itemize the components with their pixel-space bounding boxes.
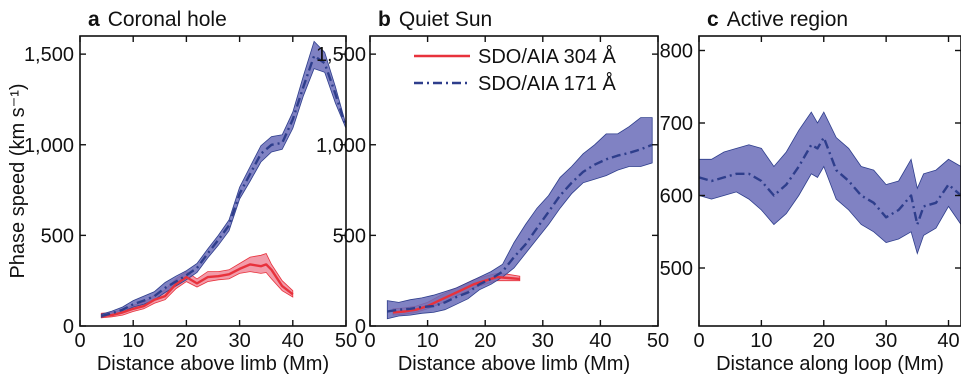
legend-label-0: SDO/AIA 304 Å — [478, 45, 617, 68]
y-tick-label: 1,000 — [24, 135, 74, 157]
x-tick-label: 50 — [647, 330, 669, 352]
panel-title-text: Active region — [727, 8, 848, 31]
series-1-band — [100, 40, 346, 318]
x-tick-label: 40 — [937, 330, 959, 352]
y-axis-label: Phase speed (km s⁻¹) — [7, 83, 29, 278]
series-0-band — [699, 111, 961, 255]
y-tick-label: 0 — [63, 316, 74, 338]
axes-frame — [698, 35, 961, 327]
panel-title: a Coronal hole — [88, 8, 227, 31]
x-tick-label: 10 — [122, 330, 144, 352]
series-0-line — [101, 263, 294, 318]
panel-title: c Active region — [707, 8, 848, 31]
x-axis-label: Distance along loop (Mm) — [716, 353, 944, 375]
x-axis-label: Distance above limb (Mm) — [398, 353, 630, 375]
legend: SDO/AIA 304 Å SDO/AIA 171 Å — [414, 45, 617, 95]
x-tick-label: 30 — [532, 330, 554, 352]
x-tick-label: 20 — [175, 330, 197, 352]
x-axis-label: Distance above limb (Mm) — [97, 353, 329, 375]
series-1-band — [386, 117, 653, 320]
panel-title-text: Coronal hole — [108, 8, 227, 31]
axes-frame — [79, 35, 347, 327]
x-tick-label: 0 — [364, 330, 375, 352]
plot-data — [699, 111, 961, 255]
series-0-line — [699, 136, 961, 226]
x-tick-label: 40 — [589, 330, 611, 352]
x-tick-label: 0 — [74, 330, 85, 352]
panel-c: 0 10 20 30 40 500 600 700 800 c Active region Dista… — [660, 8, 961, 375]
series-1-line — [387, 143, 653, 313]
y-tick-label: 700 — [660, 113, 693, 135]
x-tick-label: 40 — [282, 330, 304, 352]
plot-data — [100, 40, 346, 319]
y-tick-label: 1,500 — [316, 44, 366, 66]
axes-frame — [369, 35, 659, 327]
plot-data — [386, 117, 653, 320]
y-tick-label: 800 — [660, 41, 693, 63]
panel-title-text: Quiet Sun — [399, 8, 492, 31]
x-tick-label: 20 — [813, 330, 835, 352]
x-tick-label: 50 — [335, 330, 357, 352]
series-0-line — [392, 275, 520, 314]
y-tick-label: 500 — [333, 225, 366, 247]
y-tick-label: 600 — [660, 186, 693, 208]
panel-letter: a — [88, 8, 100, 31]
series-1-line — [101, 54, 346, 318]
legend-label-1: SDO/AIA 171 Å — [478, 72, 617, 95]
x-tick-label: 20 — [474, 330, 496, 352]
y-tick-label: 500 — [41, 225, 74, 247]
x-tick-label: 0 — [693, 330, 704, 352]
y-tick-label: 1,000 — [316, 135, 366, 157]
panel-letter: c — [707, 8, 719, 31]
y-tick-label: 500 — [660, 258, 693, 280]
panel-letter: b — [378, 8, 391, 31]
x-tick-label: 10 — [416, 330, 438, 352]
panel-title: b Quiet Sun — [378, 8, 492, 31]
y-tick-label: 1,500 — [24, 44, 74, 66]
x-tick-label: 30 — [875, 330, 897, 352]
x-tick-label: 30 — [228, 330, 250, 352]
y-tick-label: 0 — [355, 316, 366, 338]
x-tick-label: 10 — [750, 330, 772, 352]
